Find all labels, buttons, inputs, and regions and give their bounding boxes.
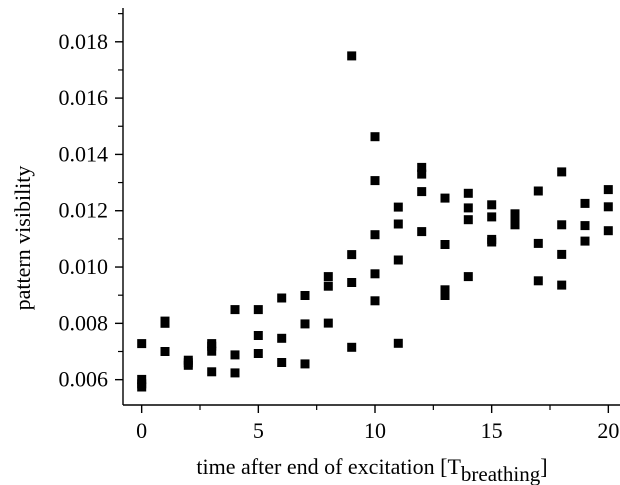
data-point bbox=[370, 132, 380, 142]
data-point bbox=[393, 338, 403, 348]
data-point bbox=[463, 215, 473, 225]
data-point bbox=[533, 276, 543, 286]
data-point bbox=[323, 318, 333, 328]
data-point bbox=[417, 169, 427, 179]
axes bbox=[122, 8, 620, 406]
data-point bbox=[603, 185, 613, 195]
data-point bbox=[533, 186, 543, 196]
data-point bbox=[230, 350, 240, 360]
data-point bbox=[440, 285, 450, 295]
data-point bbox=[580, 198, 590, 208]
data-point bbox=[603, 202, 613, 212]
y-tick-label: 0.006 bbox=[59, 367, 109, 392]
data-point bbox=[137, 382, 147, 392]
y-tick-label: 0.014 bbox=[59, 141, 109, 166]
y-tick-label: 0.010 bbox=[59, 254, 109, 279]
data-point bbox=[253, 305, 263, 315]
data-point bbox=[487, 200, 497, 210]
tick-labels: 0 5 10 15 20 0.006 0.008 0.010 0.012 0.014 0.016 0.… bbox=[59, 29, 620, 443]
data-point bbox=[347, 342, 357, 352]
data-point bbox=[347, 250, 357, 260]
y-axis-title: pattern visibility bbox=[10, 166, 35, 311]
data-point bbox=[370, 296, 380, 306]
data-point bbox=[510, 220, 520, 230]
data-point bbox=[417, 227, 427, 237]
data-point bbox=[440, 240, 450, 249]
data-point bbox=[370, 269, 380, 279]
y-tick-label: 0.008 bbox=[59, 310, 109, 335]
data-point bbox=[277, 358, 287, 367]
data-point bbox=[557, 220, 567, 230]
data-point bbox=[160, 318, 170, 328]
data-point bbox=[137, 339, 147, 349]
data-point bbox=[230, 305, 240, 315]
data-point bbox=[557, 249, 567, 259]
data-point bbox=[440, 193, 450, 203]
data-point bbox=[417, 187, 427, 197]
data-point bbox=[207, 346, 217, 356]
data-point bbox=[580, 236, 590, 246]
axis-ticks bbox=[115, 13, 610, 413]
x-tick-label: 10 bbox=[364, 418, 386, 443]
data-point bbox=[253, 331, 263, 340]
data-point bbox=[323, 272, 333, 282]
y-tick-label: 0.012 bbox=[59, 198, 109, 223]
data-point bbox=[463, 188, 473, 198]
data-point bbox=[440, 291, 450, 300]
x-axis-title-subscript: breathing bbox=[461, 462, 541, 485]
data-point bbox=[533, 238, 543, 248]
data-point bbox=[300, 291, 310, 300]
data-point bbox=[323, 281, 333, 291]
data-point bbox=[417, 162, 427, 172]
data-point bbox=[393, 255, 403, 265]
data-point bbox=[603, 226, 613, 236]
data-point bbox=[277, 333, 287, 343]
data-point bbox=[277, 293, 287, 303]
x-axis-title: time after end of excitation [Tbreathing… bbox=[196, 454, 547, 485]
data-point bbox=[207, 367, 217, 377]
data-point bbox=[557, 167, 567, 177]
data-point bbox=[347, 278, 357, 287]
data-point bbox=[300, 359, 310, 369]
data-point bbox=[463, 203, 473, 213]
data-point bbox=[557, 280, 567, 290]
x-tick-label: 20 bbox=[597, 418, 619, 443]
data-markers bbox=[137, 51, 613, 392]
data-point bbox=[183, 360, 193, 370]
x-axis-title-main: time after end of excitation [T bbox=[196, 454, 461, 479]
data-point bbox=[253, 349, 263, 358]
data-point bbox=[393, 202, 403, 212]
data-point bbox=[300, 319, 310, 329]
data-point bbox=[370, 176, 380, 186]
y-tick-label: 0.018 bbox=[59, 29, 109, 54]
data-point bbox=[487, 212, 497, 222]
y-tick-label: 0.016 bbox=[59, 85, 109, 110]
data-point bbox=[160, 347, 170, 356]
data-point bbox=[370, 230, 380, 240]
x-tick-label: 15 bbox=[481, 418, 503, 443]
data-point bbox=[580, 221, 590, 231]
data-point bbox=[347, 51, 357, 61]
x-tick-label: 5 bbox=[253, 418, 264, 443]
data-point bbox=[207, 341, 217, 351]
data-point bbox=[463, 272, 473, 282]
data-point bbox=[487, 237, 497, 247]
data-point bbox=[393, 219, 403, 229]
data-point bbox=[230, 368, 240, 378]
x-tick-label: 0 bbox=[136, 418, 147, 443]
x-axis-title-suffix: ] bbox=[540, 454, 547, 479]
